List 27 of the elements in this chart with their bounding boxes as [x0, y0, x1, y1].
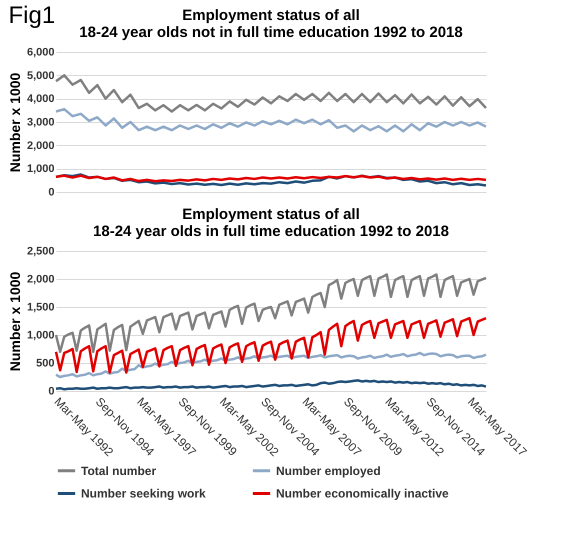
legend-label: Total number: [81, 464, 156, 478]
chart-title: Employment status of all 18-24 year olds in full time education 1992 to 2018: [93, 206, 449, 240]
y-tick-label: 500: [36, 358, 54, 370]
line-series: [54, 108, 488, 133]
y-tick-label: 5,000: [26, 70, 54, 82]
y-tick-label: 6,000: [26, 46, 54, 58]
line-series: [54, 273, 488, 354]
y-tick-label: 4,000: [26, 93, 54, 106]
legend-label: Number employed: [276, 464, 381, 478]
y-tick-label: 1,500: [26, 302, 54, 314]
y-tick-label: 0: [48, 386, 54, 398]
y-tick-label: 0: [48, 186, 54, 198]
y-tick-label: 2,500: [26, 246, 54, 258]
line-series: [54, 316, 488, 374]
y-tick-label: 3,000: [26, 116, 54, 128]
legend-label: Number seeking work: [81, 486, 206, 500]
chart-title: Employment status of all 18-24 year olds not in full time education 1992 to 2018: [79, 7, 463, 41]
y-tick-label: 2,000: [26, 140, 54, 152]
y-tick-label: 1,000: [26, 163, 54, 176]
line-series: [54, 74, 488, 113]
y-tick-label: 1,000: [26, 330, 54, 342]
legend-label: Number economically inactive: [276, 486, 450, 500]
y-tick-label: 2,000: [26, 274, 54, 286]
y-axis-title: Number x 1000: [6, 271, 23, 372]
line-series: [54, 379, 488, 391]
y-axis-title: Number x 1000: [6, 72, 23, 172]
caption: Fig1: [8, 2, 56, 29]
